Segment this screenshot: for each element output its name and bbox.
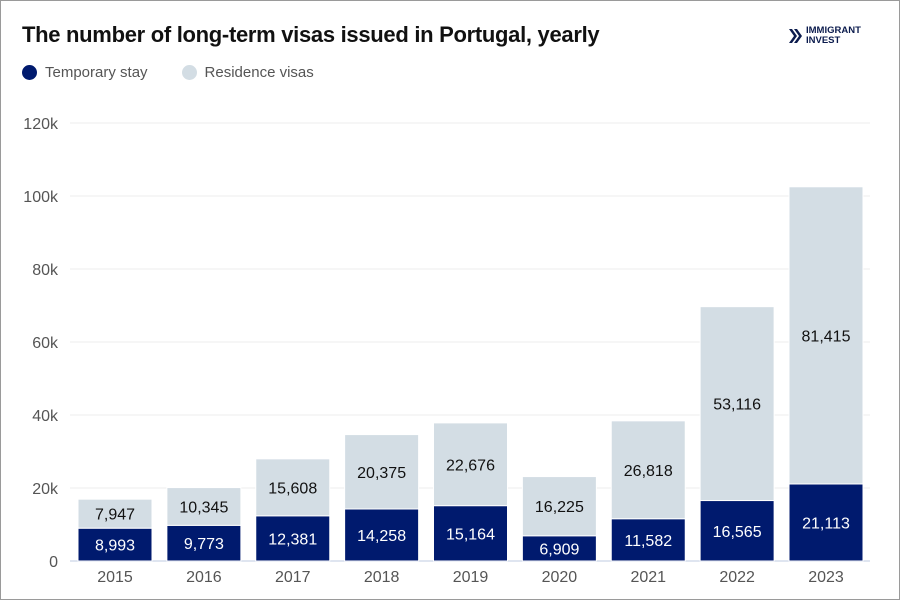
y-tick-label: 120k [23, 116, 59, 133]
data-label: 6,909 [539, 541, 579, 558]
bar-temporary-stay [610, 518, 686, 562]
x-tick-label: 2022 [719, 569, 755, 586]
data-label: 20,375 [357, 465, 406, 482]
bar-temporary-stay [699, 500, 775, 562]
bar-residence-visas [166, 487, 242, 526]
legend-swatch [22, 65, 37, 80]
bar-residence-visas [77, 498, 153, 529]
bar-temporary-stay [521, 535, 597, 562]
x-tick-label: 2018 [364, 569, 400, 586]
legend-swatch [181, 65, 197, 80]
data-label: 12,381 [268, 531, 317, 548]
data-label: 7,947 [95, 507, 135, 524]
data-label: 8,993 [95, 538, 135, 555]
logo-line1: IMMIGRANT [806, 25, 861, 36]
y-tick-label: 20k [32, 481, 59, 498]
y-tick-label: 100k [23, 189, 59, 206]
x-tick-label: 2020 [542, 569, 578, 586]
data-label: 11,582 [624, 533, 672, 550]
bar-temporary-stay [433, 505, 508, 562]
logo-line2: INVEST [806, 35, 841, 46]
y-tick-label: 40k [32, 408, 59, 425]
data-label: 15,608 [268, 480, 317, 497]
bar-temporary-stay [166, 524, 242, 562]
data-label: 14,258 [357, 528, 406, 545]
bar-residence-visas [433, 422, 508, 507]
data-label: 53,116 [713, 397, 761, 414]
x-tick-label: 2015 [97, 569, 133, 586]
bar-residence-visas [788, 186, 864, 485]
bar-residence-visas [344, 434, 420, 510]
y-tick-label: 0 [49, 554, 58, 571]
logo-chevron-icon [789, 29, 802, 43]
x-tick-label: 2017 [275, 569, 311, 586]
legend-item-temporary-stay[interactable]: Temporary stay [22, 64, 148, 81]
bar-residence-visas [699, 306, 775, 502]
data-label: 81,415 [802, 328, 851, 345]
bar-residence-visas [521, 476, 597, 537]
data-label: 22,676 [446, 457, 495, 474]
chart-title: The number of long-term visas issued in … [22, 22, 600, 47]
legend-item-residence-visas[interactable]: Residence visas [181, 64, 314, 81]
x-tick-label: 2021 [630, 569, 666, 586]
data-label: 9,773 [184, 536, 224, 553]
bar-residence-visas [255, 458, 331, 517]
bar-residence-visas [610, 420, 686, 520]
immigrant-invest-logo: IMMIGRANT INVEST [788, 26, 861, 46]
legend-label: Residence visas [204, 64, 314, 81]
legend: Temporary stay Residence visas [22, 64, 314, 81]
x-tick-label: 2023 [808, 569, 844, 586]
bar-temporary-stay [255, 515, 331, 562]
y-tick-label: 60k [32, 335, 59, 352]
data-label: 10,345 [179, 499, 228, 516]
y-tick-label: 80k [32, 262, 59, 279]
x-tick-label: 2016 [186, 569, 222, 586]
data-label: 16,565 [713, 524, 762, 541]
legend-label: Temporary stay [45, 64, 148, 81]
x-tick-label: 2019 [453, 569, 489, 586]
data-label: 16,225 [535, 499, 584, 516]
data-label: 26,818 [624, 463, 673, 480]
data-label: 15,164 [446, 526, 495, 543]
bar-temporary-stay [788, 483, 864, 562]
data-label: 21,113 [802, 515, 850, 532]
